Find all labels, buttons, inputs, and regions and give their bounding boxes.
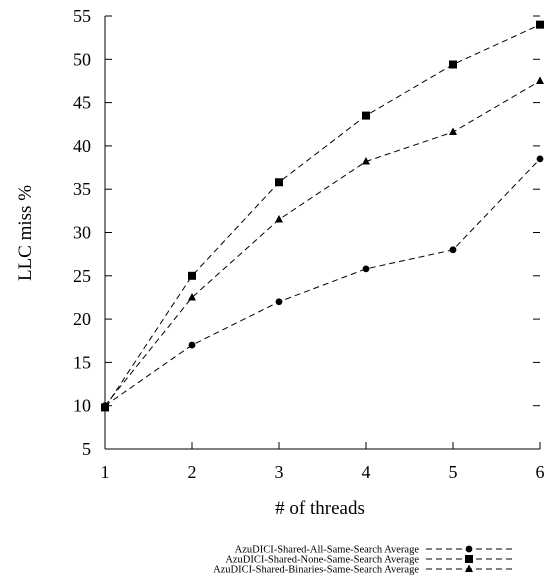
series-line [104,158,541,407]
y-tick-label: 30 [73,223,91,243]
x-tick-label: 4 [362,462,371,482]
x-tick-label: 5 [449,462,458,482]
data-point [275,215,283,223]
data-point [275,178,283,187]
data-point [275,298,283,306]
x-axis-title: # of threads [275,498,365,519]
x-tick-label: 2 [188,462,197,482]
legend-label: AzuDICI-Shared-Binaries-Same-Search Aver… [213,565,419,576]
data-point [101,401,109,409]
series-square [101,20,544,412]
y-tick-label: 45 [73,93,91,113]
x-tick-label: 1 [101,462,110,482]
data-point [188,292,196,301]
y-tick-label: 40 [73,136,91,156]
series-triangle [101,76,544,409]
legend-entry: AzuDICI-Shared-None-Same-Search Average [225,555,512,566]
data-point [449,246,457,254]
axes [104,16,540,450]
y-tick-label: 50 [73,49,91,69]
data-point [188,271,196,280]
y-axis-title: LLC miss % [15,185,36,281]
x-tick-label: 3 [275,462,284,482]
series-layer [101,20,544,412]
data-point [536,76,544,84]
legend-marker [465,564,473,572]
data-point [536,155,544,163]
data-point [362,156,370,165]
series-line [104,80,541,407]
legend-marker [465,555,473,563]
legend-entry: AzuDICI-Shared-All-Same-Search Average [235,545,512,556]
y-tick-label: 15 [73,352,91,372]
data-point [536,20,544,29]
legend-label: AzuDICI-Shared-All-Same-Search Average [235,545,420,556]
x-tick-label: 6 [536,462,545,482]
y-tick-label: 10 [73,396,91,416]
series-line [104,24,541,408]
y-tick-label: 20 [73,309,91,329]
legend-marker [465,545,473,553]
data-point [362,111,370,120]
data-point [188,341,196,349]
data-point [449,60,457,69]
legend: AzuDICI-Shared-All-Same-Search AverageAz… [213,545,512,576]
y-tick-label: 35 [73,179,91,199]
y-tick-label: 5 [82,439,91,459]
series-circle [101,155,544,410]
legend-label: AzuDICI-Shared-None-Same-Search Average [225,555,419,566]
data-point [362,265,370,273]
legend-entry: AzuDICI-Shared-Binaries-Same-Search Aver… [213,564,512,576]
data-point [449,127,457,136]
y-tick-label: 25 [73,266,91,286]
y-tick-label: 55 [73,6,91,26]
